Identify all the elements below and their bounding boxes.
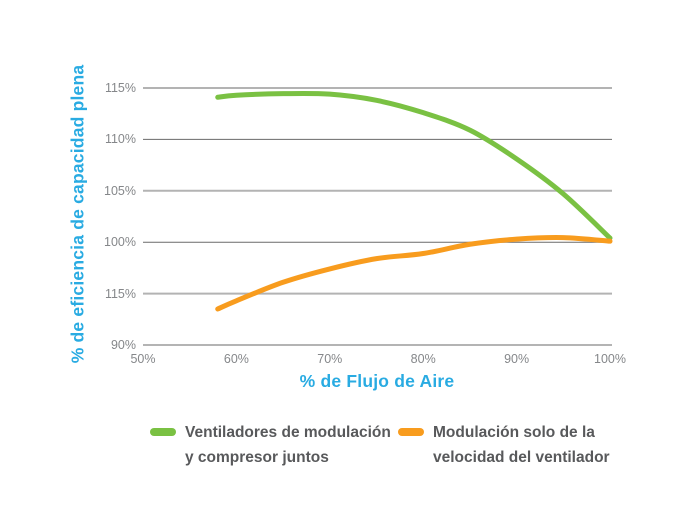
- legend-item-fans-and-compressor: Ventiladores de modulación y compresor j…: [150, 420, 391, 470]
- legend-label: Ventiladores de modulación y compresor j…: [185, 420, 391, 470]
- y-tick-label: 115%: [104, 286, 136, 301]
- legend-label-line: y compresor juntos: [185, 449, 329, 466]
- legend-label-line: Modulación solo de la: [433, 424, 595, 441]
- x-tick-label: 100%: [594, 352, 626, 366]
- y-axis-title: % de eficiencia de capacidad plena: [67, 64, 88, 364]
- y-tick-label: 105%: [104, 183, 136, 198]
- series-line-0: [215, 90, 613, 241]
- x-tick-label: 60%: [223, 352, 249, 366]
- legend-label: Modulación solo de la velocidad del vent…: [433, 420, 610, 470]
- y-tick-label: 110%: [104, 132, 136, 147]
- legend-swatch-green-icon: [150, 428, 176, 436]
- series-line-1: [215, 234, 613, 312]
- legend-label-line: velocidad del ventilador: [433, 449, 610, 466]
- y-tick-label: 100%: [104, 235, 136, 250]
- legend-label-line: Ventiladores de modulación: [185, 424, 391, 441]
- x-axis-title: % de Flujo de Aire: [299, 371, 455, 391]
- x-tick-label: 50%: [130, 352, 156, 366]
- x-tick-label: 80%: [410, 352, 436, 366]
- legend-item-fan-speed-only: Modulación solo de la velocidad del vent…: [398, 420, 610, 470]
- y-tick-label: 90%: [110, 338, 136, 352]
- x-tick-label: 70%: [317, 352, 343, 366]
- x-tick-label: 90%: [504, 352, 530, 366]
- plot-area: [143, 87, 613, 346]
- legend-swatch-orange-icon: [398, 428, 424, 436]
- y-tick-label: 115%: [104, 81, 136, 95]
